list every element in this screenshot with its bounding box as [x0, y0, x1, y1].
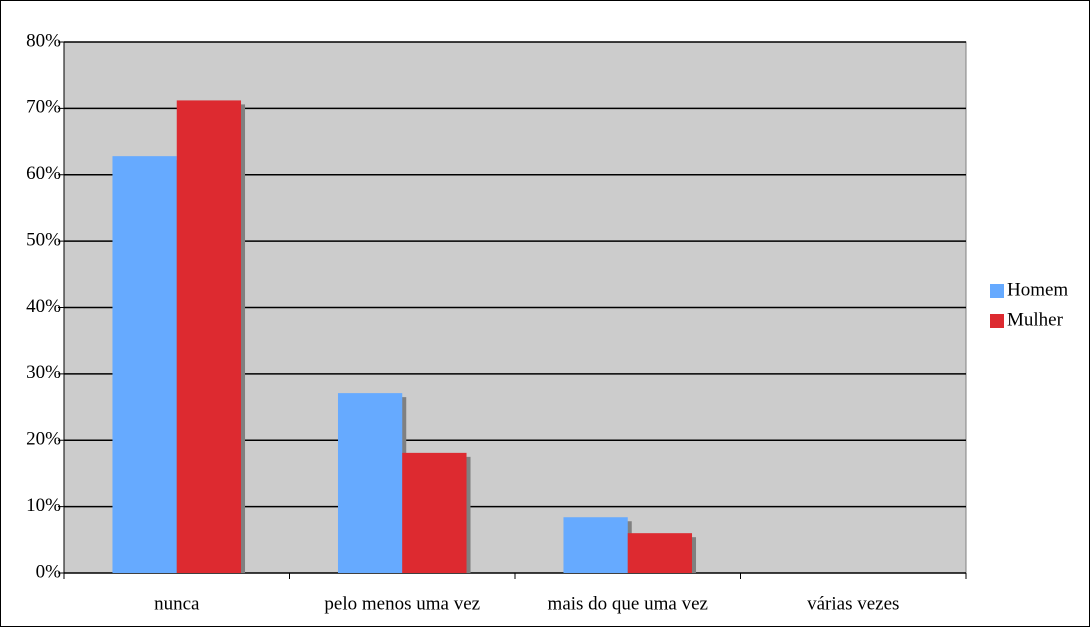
y-tick-label: 10%	[26, 495, 61, 516]
x-tick-label: várias vezes	[807, 593, 899, 614]
y-tick-label: 30%	[26, 362, 61, 383]
bar	[627, 533, 693, 573]
x-tick-label: pelo menos uma vez	[324, 593, 480, 614]
bar	[402, 452, 467, 573]
y-tick-label: 70%	[26, 97, 61, 118]
y-tick-label: 50%	[26, 229, 61, 250]
bar	[112, 156, 177, 574]
y-tick-label: 0%	[36, 561, 62, 582]
legend-swatch	[990, 284, 1004, 298]
bar	[176, 100, 242, 573]
x-tick-label: mais do que uma vez	[548, 593, 708, 614]
y-tick-label: 20%	[26, 429, 61, 450]
bar	[337, 393, 403, 573]
legend-label: Homem	[1007, 279, 1068, 300]
legend-label: Mulher	[1007, 309, 1064, 330]
y-tick-label: 40%	[26, 296, 61, 317]
y-tick-label: 80%	[26, 30, 61, 51]
bar	[563, 517, 628, 573]
y-tick-label: 60%	[26, 163, 61, 184]
legend-swatch	[990, 314, 1004, 328]
x-tick-label: nunca	[154, 593, 200, 614]
